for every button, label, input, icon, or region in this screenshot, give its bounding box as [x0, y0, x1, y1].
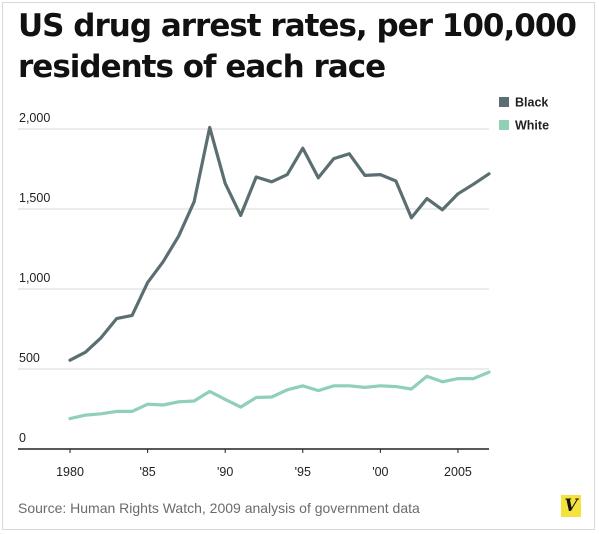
source-note: Source: Human Rights Watch, 2009 analysi…	[18, 500, 420, 516]
y-tick-label: 500	[19, 351, 40, 365]
chart-title-line-1: US drug arrest rates, per 100,000	[18, 8, 577, 44]
y-tick-label: 1,500	[19, 191, 50, 205]
x-tick-label: '85	[139, 465, 155, 479]
x-tick-label: 1980	[56, 465, 84, 479]
y-tick-label: 1,000	[19, 271, 50, 285]
legend-swatch-white	[499, 120, 509, 130]
x-tick-label: '90	[217, 465, 233, 479]
legend-label-black: Black	[515, 96, 548, 110]
series-line-white	[68, 370, 491, 421]
legend-swatch-black	[499, 97, 509, 107]
legend-label-white: White	[515, 119, 549, 133]
chart-title-line-2: residents of each race	[18, 49, 386, 85]
x-tick-label: '95	[295, 465, 311, 479]
chart-frame	[2, 2, 595, 530]
series-line-black	[68, 125, 491, 362]
y-tick-label: 0	[19, 431, 26, 445]
x-tick-label: '00	[372, 465, 388, 479]
x-tick-label: 2005	[444, 465, 472, 479]
chart-title: US drug arrest rates, per 100,000 reside…	[18, 6, 588, 88]
y-tick-label: 2,000	[19, 111, 50, 125]
vox-logo: V	[561, 495, 581, 517]
